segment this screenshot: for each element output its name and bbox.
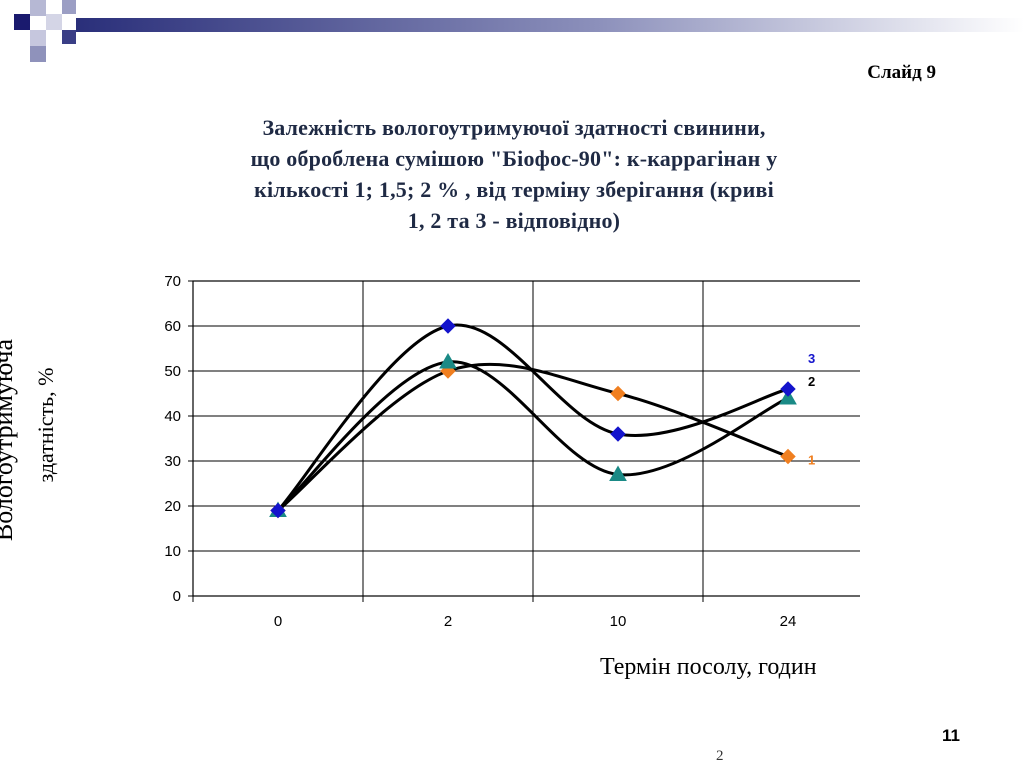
chart-title-line: Залежність вологоутримуючої здатності св… xyxy=(262,115,766,140)
plot-area xyxy=(192,280,860,597)
series-line xyxy=(277,360,789,512)
data-point-diamond xyxy=(270,502,286,519)
data-point-diamond xyxy=(780,448,796,465)
y-tick-label: 70 xyxy=(164,273,181,290)
data-point-triangle xyxy=(779,388,797,405)
footer-number: 2 xyxy=(716,748,724,764)
line-chart: 0 10 20 30 40 50 60 70 0 2 10 24 1 2 3 xyxy=(164,273,860,630)
slide-label: Слайд 9 xyxy=(867,62,936,83)
series-line xyxy=(276,323,789,512)
y-axis-label-line: Вологоутримуюча xyxy=(0,338,18,542)
x-axis-label: Термін посолу, годин xyxy=(600,654,817,680)
chart-title-line: кількості 1; 1,5; 2 % , від терміну збер… xyxy=(254,177,774,202)
data-point-diamond xyxy=(610,385,626,402)
data-point-diamond xyxy=(610,426,626,442)
x-tick-label: 24 xyxy=(780,613,797,630)
header-decoration xyxy=(14,0,1024,62)
data-point-diamond xyxy=(780,381,796,397)
y-tick-label: 50 xyxy=(164,363,181,380)
chart-title-line: що оброблена сумішою "Біофос-90": к-карр… xyxy=(250,146,778,171)
x-tick-label: 2 xyxy=(444,613,452,630)
y-tick-label: 10 xyxy=(164,543,181,560)
curve-label: 1 xyxy=(808,453,815,468)
curve-label: 2 xyxy=(808,374,815,389)
x-tick-label: 10 xyxy=(610,613,627,630)
y-tick-label: 30 xyxy=(164,453,181,470)
y-tick-label: 20 xyxy=(164,498,181,515)
y-tick-label: 40 xyxy=(164,408,181,425)
y-axis-label-line: здатність, % xyxy=(33,367,58,483)
chart-title: Залежність вологоутримуючої здатності св… xyxy=(160,112,868,236)
chart-title-line: 1, 2 та 3 - відповідно) xyxy=(407,208,621,233)
data-point-triangle xyxy=(609,465,627,481)
y-tick-label: 60 xyxy=(164,318,181,335)
series-line xyxy=(277,362,789,512)
page-number: 11 xyxy=(942,726,960,745)
data-point-triangle xyxy=(439,352,457,369)
data-point-diamond xyxy=(440,318,456,334)
curve-label: 3 xyxy=(808,351,815,366)
x-tick-label: 0 xyxy=(274,613,282,630)
y-tick-label: 0 xyxy=(173,588,181,605)
